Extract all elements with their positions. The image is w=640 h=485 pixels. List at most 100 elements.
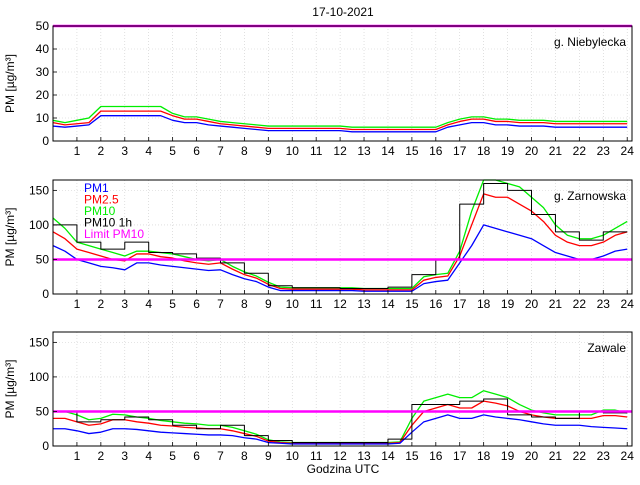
x-tick-label: 11 — [310, 449, 323, 463]
x-tick-label: 3 — [121, 449, 128, 463]
x-tick-label: 23 — [597, 144, 611, 158]
plot-area — [53, 332, 632, 446]
x-tick-label: 16 — [429, 449, 443, 463]
x-tick-label: 3 — [121, 144, 128, 158]
y-axis-label: PM [µg/m³] — [3, 208, 17, 267]
y-tick-label: 0 — [42, 287, 49, 301]
x-tick-label: 10 — [286, 144, 300, 158]
x-tick-label: 5 — [169, 449, 176, 463]
x-tick-label: 8 — [241, 449, 248, 463]
y-tick-label: 40 — [36, 42, 50, 56]
x-tick-label: 11 — [310, 297, 323, 311]
panel-2: 1 2 3 4 5 6 7 8 9 10 11 12 13 14 15 16 17 18 19 20 21 22 23 240… — [3, 179, 635, 311]
x-tick-label: 18 — [477, 144, 491, 158]
x-tick-label: 1 — [74, 297, 81, 311]
x-tick-label: 15 — [405, 449, 419, 463]
x-tick-label: 16 — [429, 297, 443, 311]
series-line-pm1 — [52, 115, 628, 133]
x-tick-label: 18 — [477, 297, 491, 311]
x-tick-label: 18 — [477, 449, 491, 463]
y-tick-label: 0 — [42, 439, 49, 453]
y-tick-label: 150 — [29, 335, 49, 349]
y-tick-label: 20 — [36, 88, 50, 102]
y-tick-label: 50 — [36, 252, 50, 266]
x-tick-label: 19 — [501, 297, 515, 311]
x-tick-label: 17 — [453, 144, 467, 158]
x-tick-label: 20 — [525, 449, 539, 463]
x-tick-label: 12 — [333, 144, 347, 158]
series-line-pm25 — [52, 110, 628, 131]
x-tick-label: 15 — [405, 144, 419, 158]
x-tick-label: 12 — [333, 449, 347, 463]
x-tick-label: 19 — [501, 449, 515, 463]
axes-frame — [52, 331, 633, 447]
panel-3: 1 2 3 4 5 6 7 8 9 10 11 12 13 14 15 16 17 18 19 20 21 22 23 240… — [3, 331, 635, 463]
x-tick-label: 1 — [74, 144, 81, 158]
legend-entry: PM1 — [84, 181, 109, 195]
x-tick-label: 12 — [333, 297, 347, 311]
x-tick-label: 21 — [549, 449, 563, 463]
station-label: g. Zarnowska — [554, 189, 626, 203]
x-tick-label: 13 — [357, 297, 371, 311]
y-axis-label: PM [µg/m³] — [3, 54, 17, 113]
y-tick-label: 30 — [36, 65, 50, 79]
legend-entry: PM10 — [84, 204, 116, 218]
station-label: Zawale — [587, 341, 626, 355]
x-tick-label: 5 — [169, 144, 176, 158]
x-tick-label: 7 — [217, 144, 224, 158]
axes-frame — [52, 25, 633, 142]
x-tick-label: 7 — [217, 297, 224, 311]
x-tick-label: 14 — [381, 449, 395, 463]
x-tick-label: 24 — [621, 297, 635, 311]
figure-title: 17-10-2021 — [312, 5, 374, 19]
x-tick-label: 20 — [525, 144, 539, 158]
x-tick-label: 14 — [381, 144, 395, 158]
x-tick-label: 9 — [265, 449, 272, 463]
plot-area — [53, 26, 632, 141]
x-tick-label: 4 — [145, 144, 152, 158]
x-tick-label: 21 — [549, 297, 563, 311]
x-tick-label: 21 — [549, 144, 563, 158]
x-tick-label: 7 — [217, 449, 224, 463]
x-tick-label: 22 — [573, 144, 587, 158]
x-tick-label: 17 — [453, 449, 467, 463]
x-tick-label: 2 — [98, 144, 105, 158]
x-tick-label: 23 — [597, 449, 611, 463]
x-tick-label: 2 — [98, 449, 105, 463]
x-tick-label: 5 — [169, 297, 176, 311]
series-line-pm10_1h — [53, 398, 628, 444]
x-tick-label: 9 — [265, 144, 272, 158]
x-tick-label: 13 — [357, 449, 371, 463]
x-tick-label: 6 — [193, 449, 200, 463]
legend-entry: PM10 1h — [84, 216, 132, 230]
panel-1: 1 2 3 4 5 6 7 8 9 10 11 12 13 14 15 16 17 18 19 20 21 22 23 240… — [3, 19, 634, 158]
y-tick-label: 50 — [36, 404, 50, 418]
x-tick-label: 6 — [193, 297, 200, 311]
x-tick-label: 9 — [265, 297, 272, 311]
x-tick-label: 20 — [525, 297, 539, 311]
x-tick-label: 8 — [241, 297, 248, 311]
y-tick-label: 50 — [36, 19, 50, 33]
y-tick-label: 10 — [36, 111, 50, 125]
x-tick-label: 2 — [98, 297, 105, 311]
x-tick-label: 10 — [286, 297, 300, 311]
x-tick-label: 8 — [241, 144, 248, 158]
x-tick-label: 24 — [621, 449, 635, 463]
x-tick-label: 17 — [453, 297, 467, 311]
x-tick-label: 4 — [145, 449, 152, 463]
x-tick-label: 15 — [405, 297, 419, 311]
series-line-pm10 — [52, 105, 628, 128]
axes-frame — [52, 179, 633, 295]
plot-area — [53, 180, 632, 294]
y-tick-label: 100 — [29, 218, 49, 232]
figure-xlabel: Godzina UTC — [307, 462, 380, 476]
series-line-pm10_1h — [53, 182, 628, 289]
y-tick-label: 0 — [42, 134, 49, 148]
x-tick-label: 22 — [573, 297, 587, 311]
y-axis-label: PM [µg/m³] — [3, 360, 17, 419]
x-tick-label: 23 — [597, 297, 611, 311]
x-tick-label: 10 — [286, 449, 300, 463]
x-tick-label: 19 — [501, 144, 515, 158]
x-tick-label: 4 — [145, 297, 152, 311]
